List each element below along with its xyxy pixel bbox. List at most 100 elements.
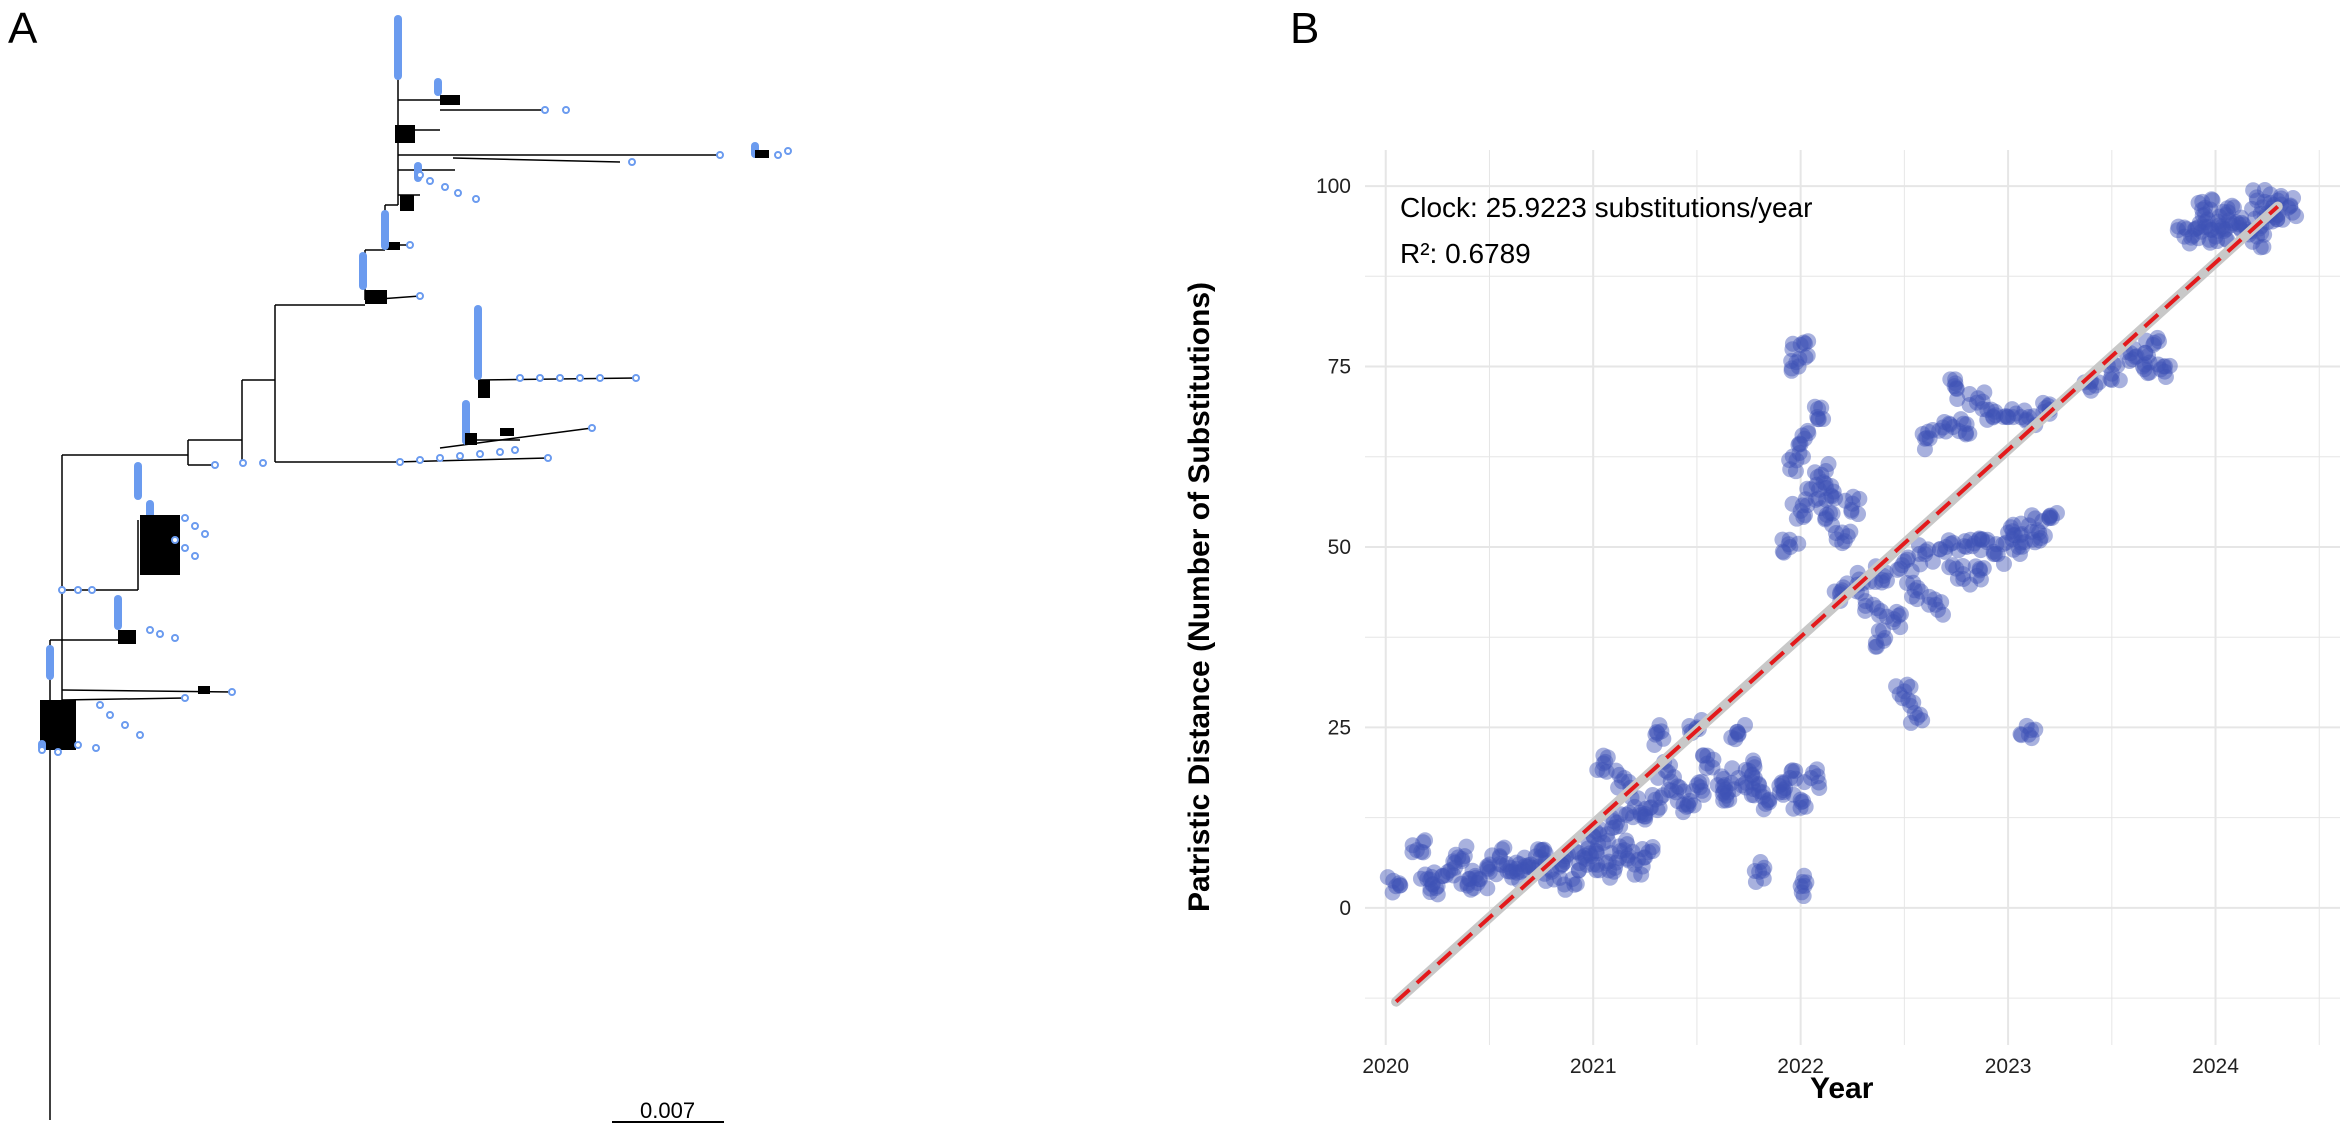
data-point xyxy=(1385,872,1402,889)
data-point xyxy=(1502,863,1519,880)
data-point xyxy=(1809,768,1826,785)
data-point xyxy=(1906,704,1923,721)
data-point xyxy=(2013,727,2030,744)
data-point xyxy=(1498,855,1515,872)
data-point xyxy=(2225,199,2242,216)
data-point xyxy=(1612,806,1629,823)
tree-clade-block xyxy=(118,630,136,644)
data-point xyxy=(1595,755,1612,772)
data-point xyxy=(1388,878,1405,895)
data-point xyxy=(1874,622,1891,639)
data-point xyxy=(1888,603,1905,620)
data-point xyxy=(2042,507,2059,524)
data-point xyxy=(1597,753,1614,770)
data-point xyxy=(1647,791,1664,808)
data-point xyxy=(1808,761,1825,778)
data-point xyxy=(1705,751,1722,768)
data-point xyxy=(1384,884,1401,901)
data-point xyxy=(1515,862,1532,879)
data-point xyxy=(1771,784,1788,801)
data-point xyxy=(1718,787,1735,804)
data-point xyxy=(1629,790,1646,807)
data-point xyxy=(1609,814,1626,831)
data-point xyxy=(1574,849,1591,866)
data-point xyxy=(1481,856,1498,873)
data-point xyxy=(1491,848,1508,865)
data-point xyxy=(1985,543,2002,560)
data-point xyxy=(2157,369,2174,385)
data-point xyxy=(1447,859,1464,876)
data-point xyxy=(2029,522,2046,539)
data-point xyxy=(1649,725,1666,742)
data-point xyxy=(1619,836,1636,853)
data-point xyxy=(1612,843,1629,860)
data-point xyxy=(1942,535,1959,552)
y-tick-label: 25 xyxy=(1328,716,1351,739)
data-point xyxy=(1791,435,1808,452)
data-point xyxy=(1715,783,1732,800)
tree-tip xyxy=(191,522,199,530)
y-tick-label: 50 xyxy=(1328,536,1351,559)
data-point xyxy=(1793,884,1810,901)
data-point xyxy=(2008,405,2025,422)
tree-tip xyxy=(516,374,524,382)
data-point xyxy=(1813,399,1830,416)
data-point xyxy=(1665,769,1682,786)
data-point xyxy=(1669,778,1686,795)
data-point xyxy=(2006,527,2023,544)
data-point xyxy=(1709,777,1726,794)
data-point xyxy=(1794,448,1811,465)
data-point xyxy=(2048,504,2065,521)
x-tick-label: 2022 xyxy=(1777,1055,1824,1078)
data-point xyxy=(1746,759,1763,776)
tree-tip xyxy=(201,530,209,538)
data-point xyxy=(2214,218,2231,235)
data-point xyxy=(1807,491,1824,508)
data-point xyxy=(1715,778,1732,795)
data-point xyxy=(1857,602,1874,619)
tree-tip xyxy=(536,374,544,382)
data-point xyxy=(2282,198,2299,215)
data-point xyxy=(2252,239,2269,256)
data-point xyxy=(1916,441,1933,458)
data-point xyxy=(1605,813,1622,830)
data-point xyxy=(2136,361,2153,378)
data-point xyxy=(1437,867,1454,884)
data-point xyxy=(2228,214,2245,231)
data-point xyxy=(2138,332,2155,349)
data-point xyxy=(2284,204,2301,221)
data-point xyxy=(1961,425,1978,442)
tree-branch xyxy=(61,697,186,701)
data-point xyxy=(1698,759,1715,776)
data-point xyxy=(1815,474,1832,491)
data-point xyxy=(2233,214,2250,231)
data-point xyxy=(2191,215,2208,232)
data-point xyxy=(1746,755,1763,772)
data-point xyxy=(1494,857,1511,874)
data-point xyxy=(1424,875,1441,892)
data-point xyxy=(1827,525,1844,542)
data-point xyxy=(1620,847,1637,864)
tree-tip xyxy=(406,241,414,249)
data-point xyxy=(2183,229,2200,246)
data-point xyxy=(1871,607,1888,624)
data-point xyxy=(1955,415,1972,432)
data-point xyxy=(1818,480,1835,497)
data-point xyxy=(1755,870,1772,887)
data-point xyxy=(1508,860,1525,877)
tree-tip xyxy=(92,744,100,752)
y-axis-label: Patristic Distance (Number of Substituti… xyxy=(1183,281,1216,913)
data-point xyxy=(1905,694,1922,711)
data-point xyxy=(1651,717,1668,734)
data-point xyxy=(1924,421,1941,438)
data-point xyxy=(1745,752,1762,769)
data-point xyxy=(1537,872,1554,889)
data-point xyxy=(2090,374,2107,391)
data-point xyxy=(1746,770,1763,787)
data-point xyxy=(2004,531,2021,548)
tree-clade-block xyxy=(755,150,769,158)
data-point xyxy=(1727,731,1744,748)
data-point xyxy=(1640,844,1657,861)
data-point xyxy=(1797,491,1814,508)
data-point xyxy=(1648,723,1665,740)
